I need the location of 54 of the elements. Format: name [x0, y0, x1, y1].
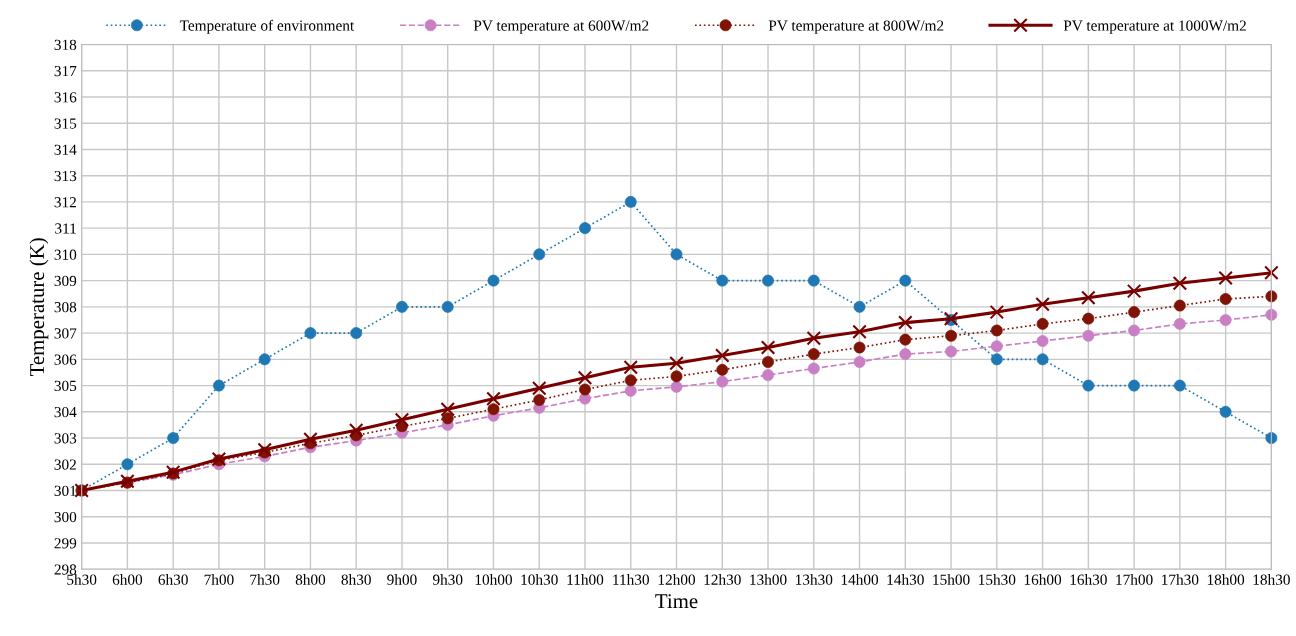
x-tick-label: 11h00: [567, 574, 604, 585]
x-tick-label: 14h30: [887, 574, 924, 585]
x-tick-label: 17h30: [1162, 574, 1199, 585]
x-tick-label: 6h30: [158, 574, 188, 585]
y-tick-label: 305: [54, 380, 77, 392]
y-tick-label: 307: [54, 328, 77, 339]
x-tick-label: 14h00: [841, 574, 879, 585]
x-tick-label: 16h30: [1070, 574, 1107, 585]
y-tick-label: 308: [54, 302, 77, 313]
x-tick-label: 7h30: [250, 574, 280, 585]
x-tick-label: 5h30: [67, 574, 97, 585]
y-tick-label: 316: [54, 92, 77, 103]
x-tick-label: 12h00: [658, 574, 696, 585]
y-tick-label: 298: [54, 564, 77, 575]
legend-label: PV temperature at 1000W/m2: [1063, 20, 1246, 34]
x-tick-label: 15h30: [979, 574, 1016, 585]
legend-label: Temperature of environment: [179, 19, 355, 34]
y-tick-label: 306: [54, 354, 77, 365]
x-tick-label: 10h30: [521, 574, 558, 585]
x-tick-label: 18h00: [1207, 574, 1245, 585]
x-tick-label: 17h00: [1116, 574, 1153, 585]
x-tick-label: 8h30: [341, 574, 371, 585]
x-tick-label: 9h30: [432, 574, 463, 585]
legend-label: PV temperature at 800W/m2: [768, 20, 944, 34]
y-tick-label: 309: [54, 275, 77, 287]
x-tick-label: 8h00: [295, 574, 326, 585]
y-tick-label: 311: [55, 223, 76, 234]
x-tick-label: 7h00: [204, 574, 234, 585]
x-tick-label: 6h00: [112, 574, 143, 585]
x-tick-label: 11h30: [613, 574, 649, 585]
x-axis-title: Time: [655, 594, 698, 609]
legend-label: PV temperature at 600W/m2: [473, 20, 649, 34]
x-tick-label: 9h00: [387, 574, 417, 585]
x-tick-label: 16h00: [1024, 574, 1062, 585]
x-tick-label: 15h00: [933, 574, 970, 585]
x-tick-label: 12h30: [704, 574, 741, 585]
y-tick-label: 299: [54, 538, 77, 549]
y-tick-label: 315: [54, 118, 77, 129]
y-tick-label: 302: [54, 459, 76, 470]
y-tick-label: 301: [54, 485, 76, 496]
y-axis-title: Temperature (K): [29, 238, 49, 377]
x-tick-label: 10h00: [475, 574, 512, 585]
y-tick-label: 317: [54, 65, 77, 77]
y-tick-label: 313: [54, 170, 77, 182]
y-tick-label: 310: [54, 249, 77, 260]
y-tick-label: 300: [54, 511, 77, 523]
y-tick-label: 304: [54, 406, 77, 418]
x-tick-label: 13h30: [796, 574, 833, 585]
y-tick-label: 314: [54, 144, 77, 155]
x-tick-label: 18h30: [1253, 574, 1290, 585]
y-tick-label: 318: [54, 39, 77, 50]
x-tick-label: 13h00: [750, 574, 787, 585]
y-tick-label: 312: [54, 197, 76, 208]
y-tick-label: 303: [54, 433, 77, 444]
